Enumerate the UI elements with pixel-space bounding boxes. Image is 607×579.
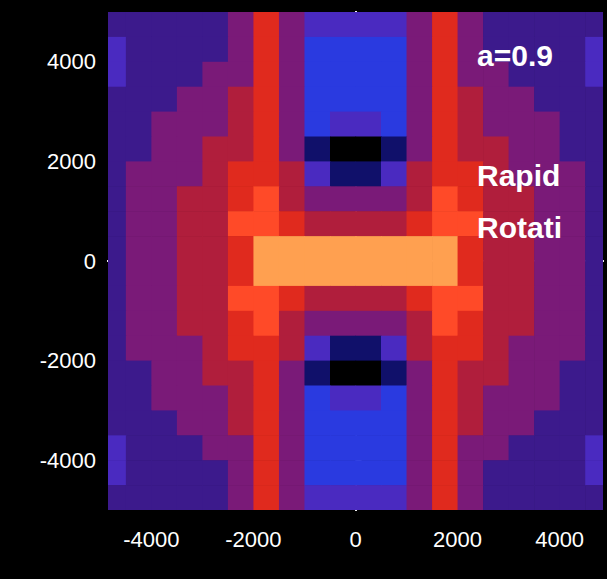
svg-text:-2000: -2000 <box>40 348 96 373</box>
svg-text:2000: 2000 <box>433 527 482 552</box>
svg-text:-4000: -4000 <box>40 448 96 473</box>
svg-text:4000: 4000 <box>47 49 96 74</box>
svg-text:2000: 2000 <box>47 149 96 174</box>
svg-text:4000: 4000 <box>535 527 584 552</box>
svg-text:0: 0 <box>84 249 96 274</box>
svg-text:Rotati: Rotati <box>477 211 562 244</box>
svg-text:Rapid: Rapid <box>477 159 560 192</box>
svg-text:-2000: -2000 <box>225 527 281 552</box>
svg-text:a=0.9: a=0.9 <box>477 39 553 72</box>
svg-text:0: 0 <box>349 527 361 552</box>
svg-text:-4000: -4000 <box>123 527 179 552</box>
